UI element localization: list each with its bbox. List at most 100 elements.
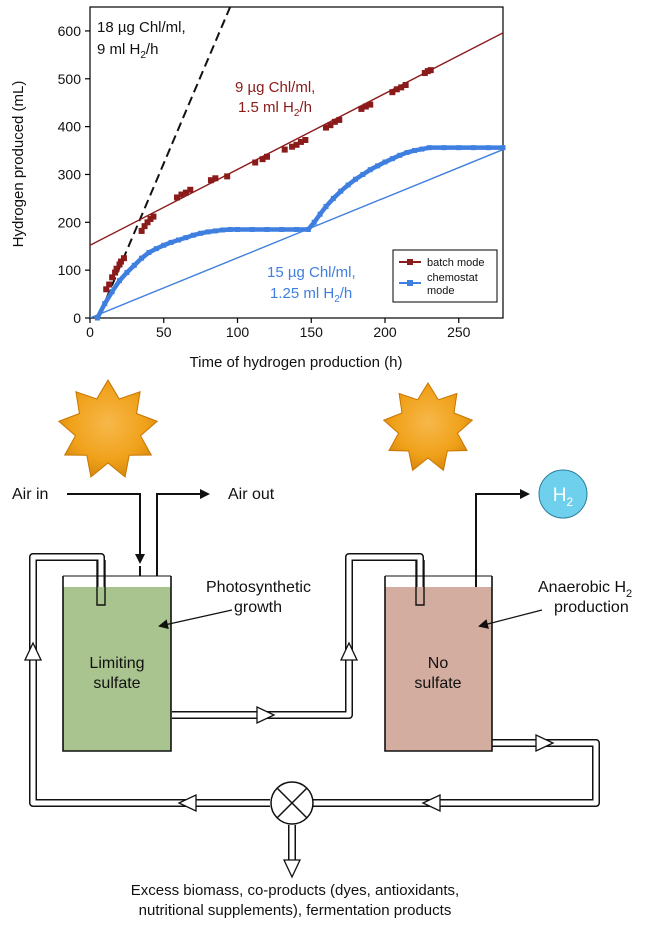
data-point-chemostat-mode-45 bbox=[485, 145, 491, 151]
h2-out-arrow bbox=[475, 489, 530, 604]
tank2-label-line1: No bbox=[428, 655, 449, 672]
data-point-batch-mode-38 bbox=[402, 81, 409, 88]
data-point-batch-mode-12 bbox=[150, 213, 157, 220]
tank1-callout-arrow bbox=[158, 609, 233, 630]
data-point-batch-mode-13 bbox=[174, 194, 181, 201]
data-point-chemostat-mode-21 bbox=[264, 226, 270, 232]
data-point-batch-mode-27 bbox=[302, 137, 309, 144]
bioreactor-diagram: Air in Air out H2 bbox=[12, 379, 632, 919]
annotation-9ug-line2: 1.5 ml H2/h bbox=[238, 99, 312, 119]
data-point-chemostat-mode-5 bbox=[131, 262, 137, 268]
legend-chemostat-label-2: mode bbox=[427, 285, 455, 297]
data-point-chemostat-mode-25 bbox=[311, 219, 317, 225]
data-point-chemostat-mode-4 bbox=[124, 270, 130, 276]
data-point-batch-mode-17 bbox=[207, 177, 214, 184]
flow-arrow-left-right bbox=[421, 793, 441, 813]
data-point-chemostat-mode-19 bbox=[235, 226, 240, 232]
data-point-batch-mode-34 bbox=[367, 101, 374, 108]
fit-lines bbox=[90, 7, 503, 318]
data-point-batch-mode-0 bbox=[103, 286, 110, 293]
legend-chemostat-label-1: chemostat bbox=[427, 272, 478, 284]
flow-arrow-up-middle bbox=[339, 641, 359, 661]
data-point-chemostat-mode-34 bbox=[375, 163, 381, 169]
data-point-chemostat-mode-32 bbox=[360, 171, 366, 177]
data-point-batch-mode-21 bbox=[259, 156, 266, 163]
y-tick-label-600: 600 bbox=[58, 23, 82, 39]
data-point-chemostat-mode-29 bbox=[338, 188, 344, 194]
data-point-chemostat-mode-18 bbox=[227, 226, 233, 232]
data-point-chemostat-mode-8 bbox=[153, 246, 159, 252]
data-point-chemostat-mode-39 bbox=[412, 148, 417, 154]
air-in-arrow bbox=[67, 493, 145, 564]
data-point-batch-mode-2 bbox=[109, 274, 116, 281]
data-point-batch-mode-16 bbox=[187, 186, 194, 193]
data-point-chemostat-mode-16 bbox=[212, 228, 218, 234]
annotation-15ug-line2: 1.25 ml H2/h bbox=[270, 285, 352, 305]
tank2-liquid bbox=[385, 587, 492, 751]
data-point-batch-mode-20 bbox=[252, 159, 259, 166]
tank1-label-line2: sulfate bbox=[93, 675, 140, 692]
data-point-chemostat-mode-3 bbox=[117, 278, 122, 284]
data-point-batch-mode-14 bbox=[178, 191, 185, 198]
y-tick-label-0: 0 bbox=[73, 310, 81, 326]
data-point-chemostat-mode-30 bbox=[345, 182, 351, 188]
air-out-arrow bbox=[156, 489, 210, 576]
data-point-batch-mode-9 bbox=[141, 223, 148, 230]
data-point-batch-mode-23 bbox=[281, 146, 288, 153]
tank2-callout-arrow bbox=[478, 609, 543, 629]
data-point-chemostat-mode-6 bbox=[139, 255, 145, 261]
tank1-callout-line2: growth bbox=[234, 599, 282, 616]
data-point-chemostat-mode-20 bbox=[249, 226, 255, 232]
flow-arrow-up-left bbox=[23, 641, 43, 661]
data-point-chemostat-mode-26 bbox=[317, 211, 323, 217]
data-point-chemostat-mode-10 bbox=[168, 239, 174, 245]
data-point-chemostat-mode-31 bbox=[353, 176, 358, 182]
data-point-chemostat-mode-28 bbox=[330, 195, 336, 201]
tank-limiting-sulfate: Limiting sulfate bbox=[62, 560, 172, 752]
y-tick-label-200: 200 bbox=[58, 214, 82, 230]
y-tick-label-300: 300 bbox=[58, 166, 82, 182]
data-point-batch-mode-31 bbox=[336, 116, 343, 123]
data-point-chemostat-mode-2 bbox=[109, 289, 115, 295]
x-axis-ticks: 0 50 100 150 200 250 bbox=[86, 318, 471, 340]
data-point-batch-mode-26 bbox=[297, 138, 304, 145]
data-point-batch-mode-37 bbox=[398, 84, 405, 91]
data-point-chemostat-mode-12 bbox=[183, 235, 189, 241]
data-point-chemostat-mode-27 bbox=[323, 204, 329, 210]
tank2-label-line2: sulfate bbox=[414, 675, 461, 692]
data-point-batch-mode-24 bbox=[289, 143, 296, 150]
data-point-batch-mode-36 bbox=[393, 86, 400, 93]
y-axis-ticks: 0 100 200 300 400 500 600 bbox=[58, 23, 90, 326]
series-markers bbox=[94, 67, 506, 321]
data-point-chemostat-mode-15 bbox=[205, 229, 211, 235]
data-point-chemostat-mode-33 bbox=[367, 167, 373, 173]
data-point-chemostat-mode-22 bbox=[279, 226, 285, 232]
data-point-batch-mode-7 bbox=[120, 255, 127, 262]
data-point-chemostat-mode-42 bbox=[441, 145, 447, 151]
data-point-batch-mode-3 bbox=[112, 269, 119, 276]
data-point-batch-mode-33 bbox=[362, 103, 369, 110]
data-point-chemostat-mode-17 bbox=[220, 227, 226, 233]
output-caption-line1: Excess biomass, co-products (dyes, antio… bbox=[131, 882, 459, 899]
h2-bubble-label: H2 bbox=[553, 485, 574, 509]
data-point-chemostat-mode-13 bbox=[190, 232, 196, 238]
flow-arrow-right-tank2 bbox=[535, 733, 555, 753]
data-point-chemostat-mode-41 bbox=[426, 145, 432, 151]
data-point-chemostat-mode-35 bbox=[382, 159, 388, 165]
tank1-callout-line1: Photosynthetic bbox=[206, 579, 311, 596]
data-point-batch-mode-41 bbox=[427, 67, 434, 74]
data-point-chemostat-mode-24 bbox=[305, 226, 311, 232]
data-point-chemostat-mode-23 bbox=[294, 226, 299, 232]
data-point-batch-mode-10 bbox=[144, 219, 151, 226]
annotation-18ug-line2: 9 ml H2/h bbox=[97, 41, 158, 61]
annotation-18ug-line1: 18 µg Chl/ml, bbox=[97, 19, 186, 36]
y-axis-label: Hydrogen produced (mL) bbox=[10, 81, 27, 248]
x-tick-label-200: 200 bbox=[373, 324, 397, 340]
x-tick-label-50: 50 bbox=[156, 324, 172, 340]
tank1-liquid bbox=[63, 587, 171, 751]
data-point-chemostat-mode-1 bbox=[102, 301, 108, 307]
data-point-chemostat-mode-40 bbox=[419, 146, 425, 152]
data-point-batch-mode-28 bbox=[323, 124, 329, 131]
